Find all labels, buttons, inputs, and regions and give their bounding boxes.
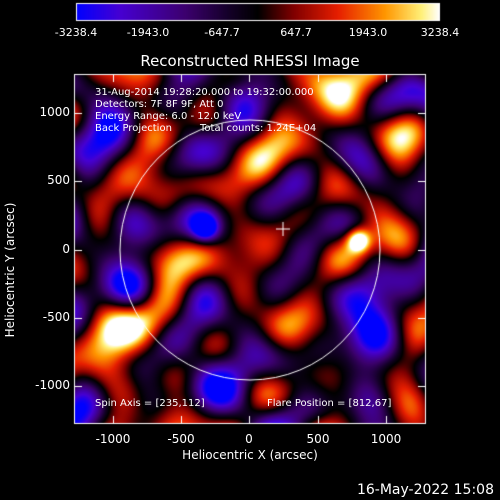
x-tick-label: 1000	[370, 432, 402, 446]
info-detectors: Detectors: 7F 8F 9F, Att 0	[95, 99, 224, 110]
x-axis-label: Heliocentric X (arcsec)	[182, 448, 318, 462]
x-tick-label: -1000	[95, 432, 131, 446]
colorbar-tick-label: 1943.0	[348, 26, 388, 39]
info-energy-range: Energy Range: 6.0 - 12.0 keV	[95, 111, 242, 122]
colorbar-tick-label: 647.7	[280, 26, 312, 39]
info-total-counts: Total counts: 1.24E+04	[200, 123, 317, 134]
x-tick-label: -500	[167, 432, 195, 446]
y-tick-label: -1000	[35, 378, 70, 392]
colorbar-tick-label: -1943.0	[126, 26, 170, 39]
spin-axis-label: Spin Axis = [235,112]	[95, 398, 205, 409]
y-tick-label: 500	[47, 173, 70, 187]
date-stamp: 16-May-2022 15:08	[356, 482, 494, 498]
y-tick-label: 0	[62, 242, 70, 256]
info-time-range: 31-Aug-2014 19:28:20.000 to 19:32:00.000	[95, 87, 314, 98]
info-method: Back Projection	[95, 123, 172, 134]
x-tick-label: 500	[306, 432, 330, 446]
y-tick-label: 1000	[39, 105, 70, 119]
image-title: Reconstructed RHESSI Image	[140, 52, 360, 70]
x-tick-label: 0	[245, 432, 253, 446]
colorbar-tick-label: -3238.4	[54, 26, 98, 39]
y-axis-label: Heliocentric Y (arcsec)	[3, 202, 17, 338]
flare-position-label: Flare Position = [812,67]	[267, 398, 392, 409]
colorbar-tick-label: -647.7	[204, 26, 240, 39]
y-tick-label: -500	[42, 310, 70, 324]
colorbar-tick-label: 3238.4	[420, 26, 460, 39]
